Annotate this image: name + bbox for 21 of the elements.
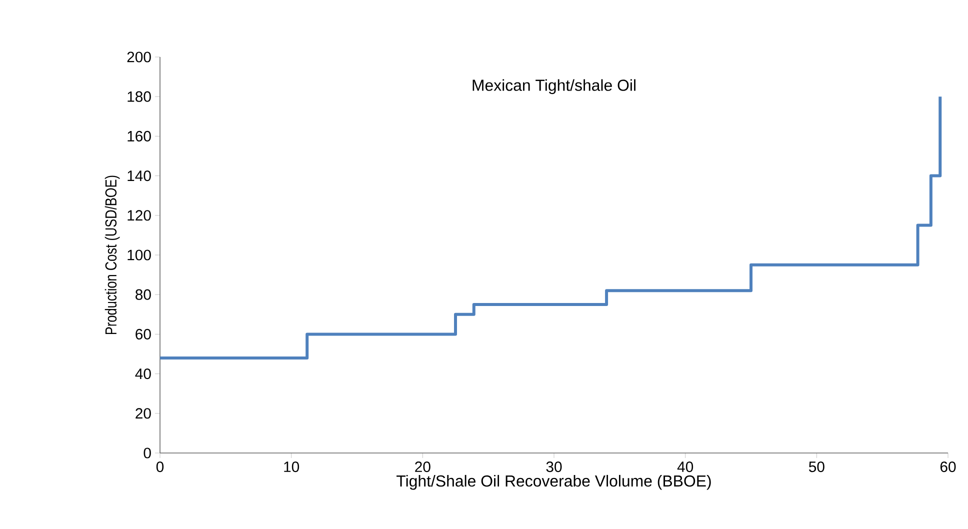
y-tick-label: 80 — [136, 289, 151, 300]
y-tick-label: 40 — [135, 368, 151, 380]
text: Mexican Tight/shale Oil — [472, 79, 636, 94]
y-tick-label: 200 — [127, 52, 151, 62]
y-tick-label: 140 — [128, 170, 151, 182]
x-tick-label: 50 — [808, 461, 824, 472]
x-tick-label: 10 — [284, 461, 300, 472]
x-tick-label: 30 — [546, 461, 562, 472]
y-tick-label: 180 — [128, 91, 151, 102]
x-tick-label: 20 — [415, 461, 430, 472]
x-tick-label: 40 — [677, 461, 694, 472]
y-tick-label: 160 — [128, 130, 151, 142]
x-tick-label: 0 — [156, 461, 164, 472]
y-tick-label: 0 — [144, 448, 151, 458]
x-axis-title: Tight/Shale Oil Recoverabe Vlolume (BBOE) — [396, 474, 711, 490]
y-tick-label: 60 — [136, 328, 151, 340]
x-tick-label: 60 — [940, 461, 956, 472]
y-axis-title: Production Cost (USD/BOE) — [104, 176, 120, 334]
y-tick-label: 20 — [136, 408, 151, 419]
y-tick-label: 120 — [128, 210, 151, 221]
y-tick-label: 100 — [128, 250, 151, 260]
